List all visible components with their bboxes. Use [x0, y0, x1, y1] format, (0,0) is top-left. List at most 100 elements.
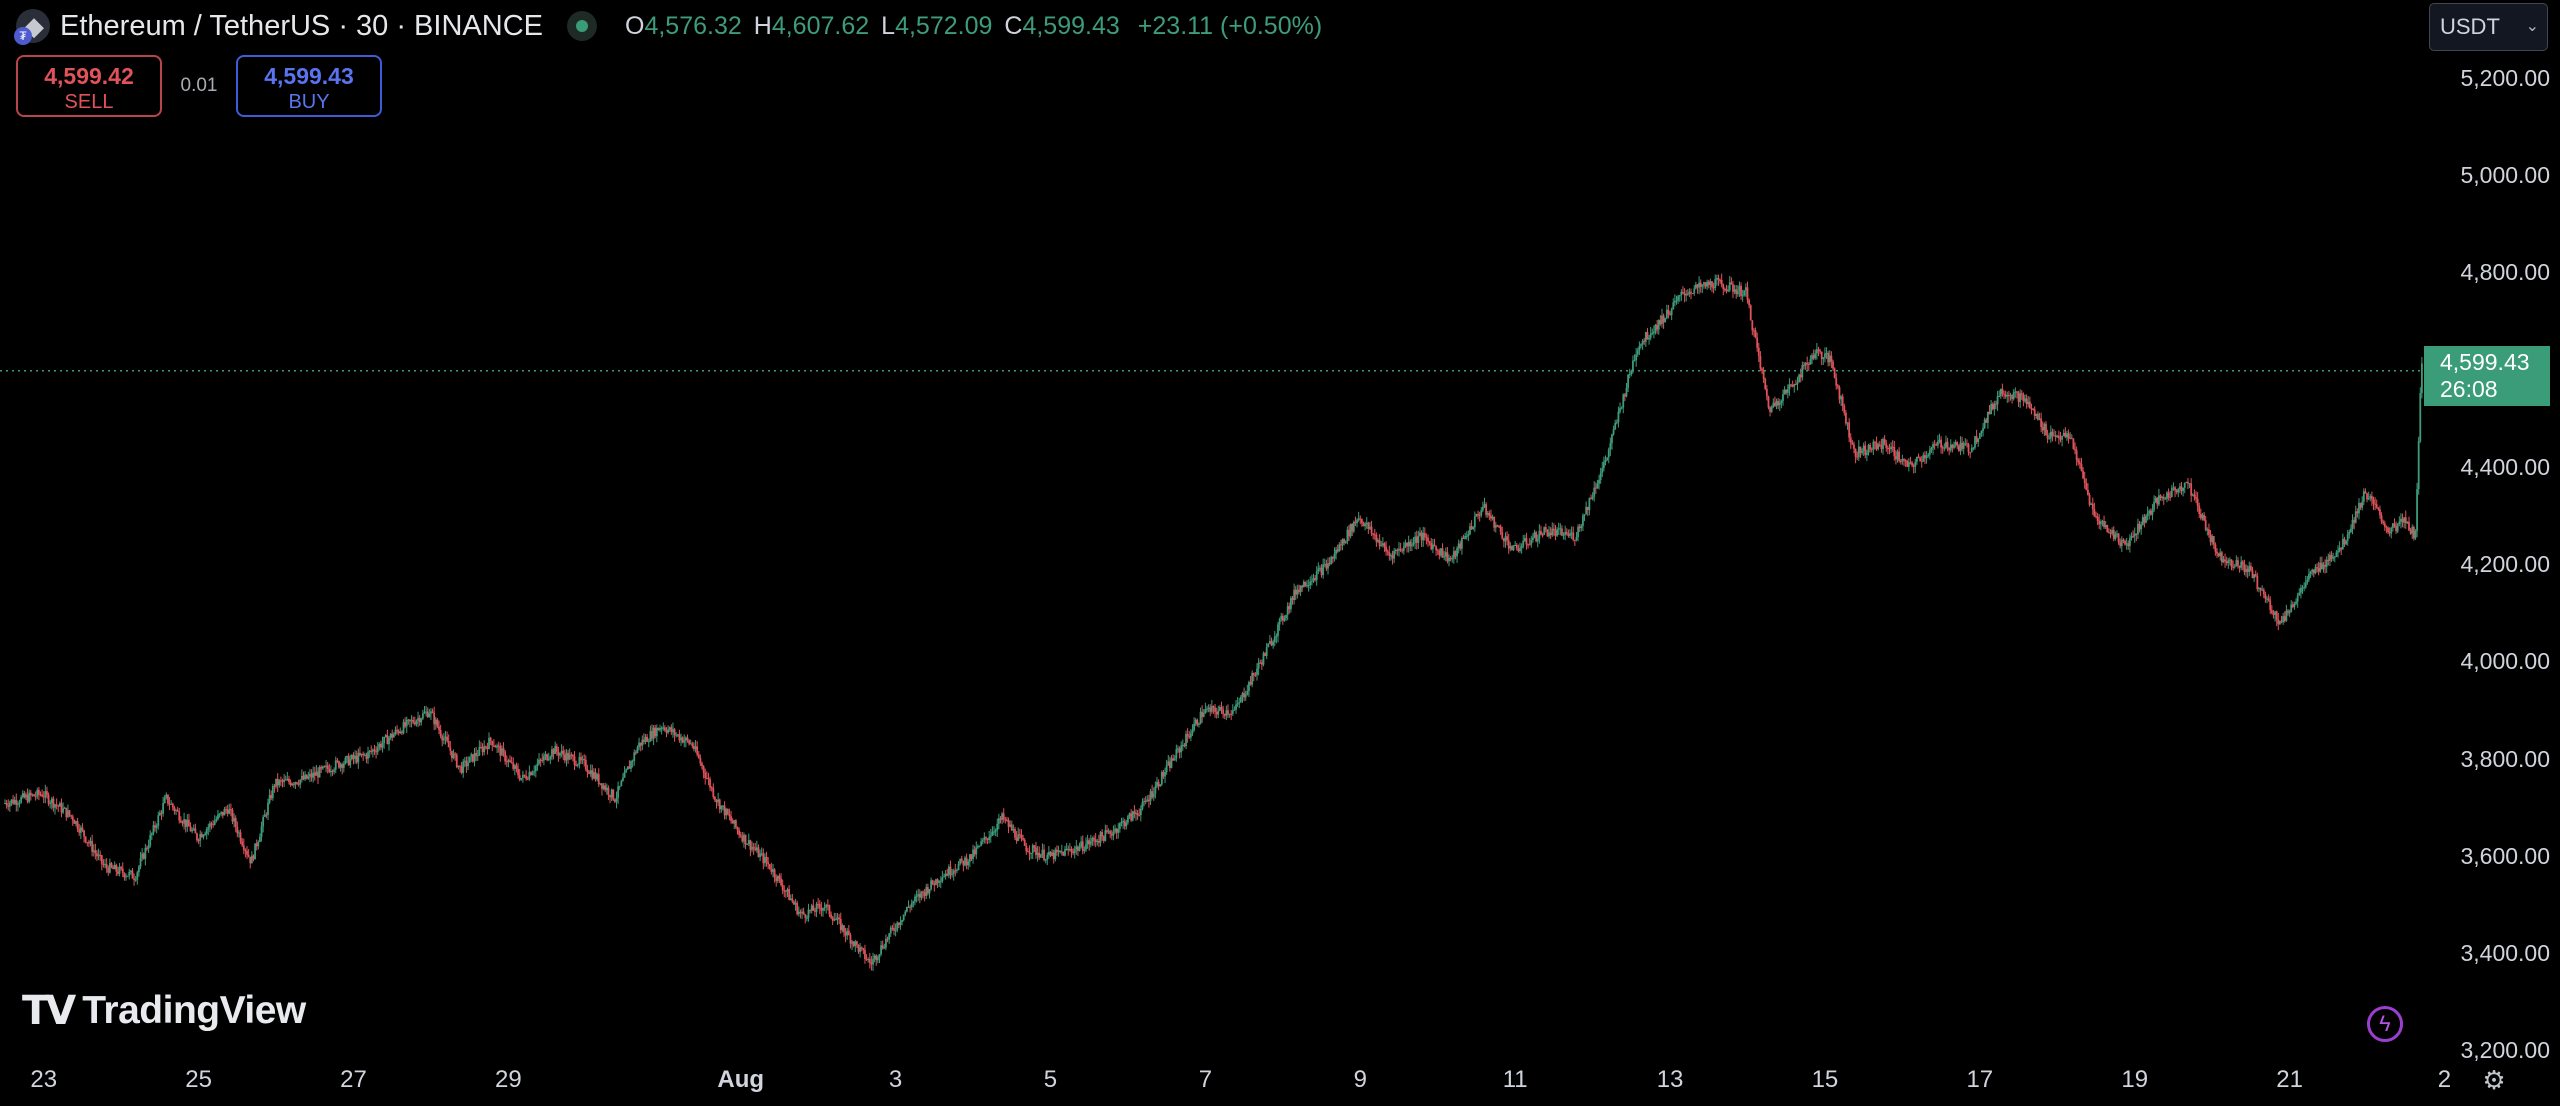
candle-body: [1711, 281, 1713, 288]
candle-body: [1009, 824, 1012, 827]
candle-body: [852, 941, 855, 946]
candle-body: [764, 856, 766, 864]
candle-body: [1127, 816, 1129, 823]
ethereum-icon[interactable]: ◆ ₮: [14, 9, 50, 45]
ohlc-values: O4,576.32 H4,607.62 L4,572.09 C4,599.43 …: [625, 12, 1322, 41]
candle-body: [872, 959, 874, 965]
candle-body: [1310, 580, 1313, 582]
time-tick-label: 23: [30, 1066, 58, 1093]
candle-body: [1785, 389, 1788, 393]
candle-body: [1717, 278, 1720, 280]
sell-button[interactable]: 4,599.42 SELL: [16, 55, 162, 117]
candle-body: [1948, 447, 1951, 451]
candle-body: [279, 780, 282, 782]
candle-body: [1812, 355, 1815, 359]
candle-body: [218, 813, 221, 815]
candle-body: [915, 895, 918, 897]
candle-body: [1006, 819, 1008, 821]
buy-button[interactable]: 4,599.43 BUY: [236, 55, 382, 117]
candle-body: [471, 754, 474, 762]
candle-body: [1157, 781, 1160, 787]
candle-body: [2296, 595, 2299, 602]
candle-body: [1378, 540, 1381, 547]
candle-body: [1451, 558, 1454, 560]
candle-body: [1322, 564, 1325, 576]
buy-price: 4,599.43: [264, 63, 354, 89]
candle-body: [1980, 430, 1983, 434]
candle-body: [62, 808, 64, 813]
candle-body: [557, 751, 560, 756]
candle-body: [875, 955, 878, 961]
candle-body: [1309, 581, 1312, 586]
candle-body: [1481, 506, 1484, 511]
candle-body: [2022, 394, 2025, 402]
candle-body: [1590, 498, 1592, 500]
candle-body: [1675, 300, 1678, 302]
candle-body: [896, 922, 899, 931]
candle-body: [1594, 487, 1597, 489]
candle-body: [352, 755, 355, 759]
candle-body: [86, 842, 89, 844]
candle-body: [1154, 786, 1157, 794]
candle-body: [910, 903, 913, 908]
candle-body: [1515, 545, 1518, 549]
candle-body: [1525, 538, 1528, 545]
candle-body: [76, 821, 79, 830]
candle-body: [2151, 509, 2154, 515]
price-tick-label: 4,000.00: [2460, 648, 2550, 675]
candle-body: [2124, 540, 2126, 545]
candle-body: [1819, 350, 1821, 352]
market-status-icon[interactable]: [566, 11, 597, 41]
gear-icon[interactable]: ⚙: [2482, 1065, 2506, 1095]
candle-body: [1464, 536, 1467, 539]
candle-body: [268, 795, 271, 803]
candle-body: [2203, 514, 2205, 521]
candle-body: [1306, 585, 1308, 587]
tradingview-logo[interactable]: 𝗧𝗩 TradingView: [22, 988, 306, 1034]
candle-body: [531, 772, 534, 775]
candle-body: [2401, 518, 2404, 523]
candle-body: [1280, 615, 1283, 620]
candle-body: [246, 851, 248, 855]
candle-body: [399, 731, 402, 734]
candle-body: [1038, 852, 1041, 858]
candle-body: [1091, 837, 1094, 842]
candle-body: [1706, 281, 1709, 287]
candle-body: [394, 729, 397, 735]
candle-body: [444, 736, 447, 739]
candle-body: [2066, 433, 2068, 438]
time-tick-label: 3: [888, 1066, 903, 1093]
candle-body: [47, 794, 50, 804]
candle-body: [1836, 385, 1839, 388]
candle-body: [804, 914, 807, 918]
candle-body: [623, 771, 626, 778]
candle-body: [1072, 851, 1074, 854]
candle-body: [323, 766, 326, 768]
candle-body: [1651, 333, 1654, 335]
candle-body: [1351, 524, 1354, 532]
candle-body: [1031, 845, 1034, 854]
candle-body: [889, 927, 892, 934]
candle-body: [772, 869, 774, 873]
candle-body: [1167, 761, 1170, 766]
candle-body: [2175, 490, 2178, 493]
candle-body: [350, 755, 353, 760]
candle-body: [79, 827, 82, 833]
candle-body: [29, 792, 32, 796]
candle-body: [1191, 730, 1194, 734]
candle-body: [1703, 282, 1705, 285]
candle-body: [791, 898, 794, 902]
candle-body: [604, 785, 607, 791]
symbol-title[interactable]: Ethereum / TetherUS · 30 · BINANCE: [60, 9, 543, 42]
lightning-icon[interactable]: ϟ: [2367, 1006, 2403, 1042]
currency-select[interactable]: USDT ⌄: [2429, 3, 2548, 51]
candle-body: [1886, 447, 1889, 449]
candle-body: [757, 847, 760, 858]
candle-body: [304, 774, 306, 780]
candle-body: [1772, 402, 1775, 407]
candle-body: [2156, 497, 2159, 505]
candle-body: [55, 804, 58, 806]
candle-body: [1244, 694, 1247, 698]
candle-body: [1678, 295, 1681, 297]
